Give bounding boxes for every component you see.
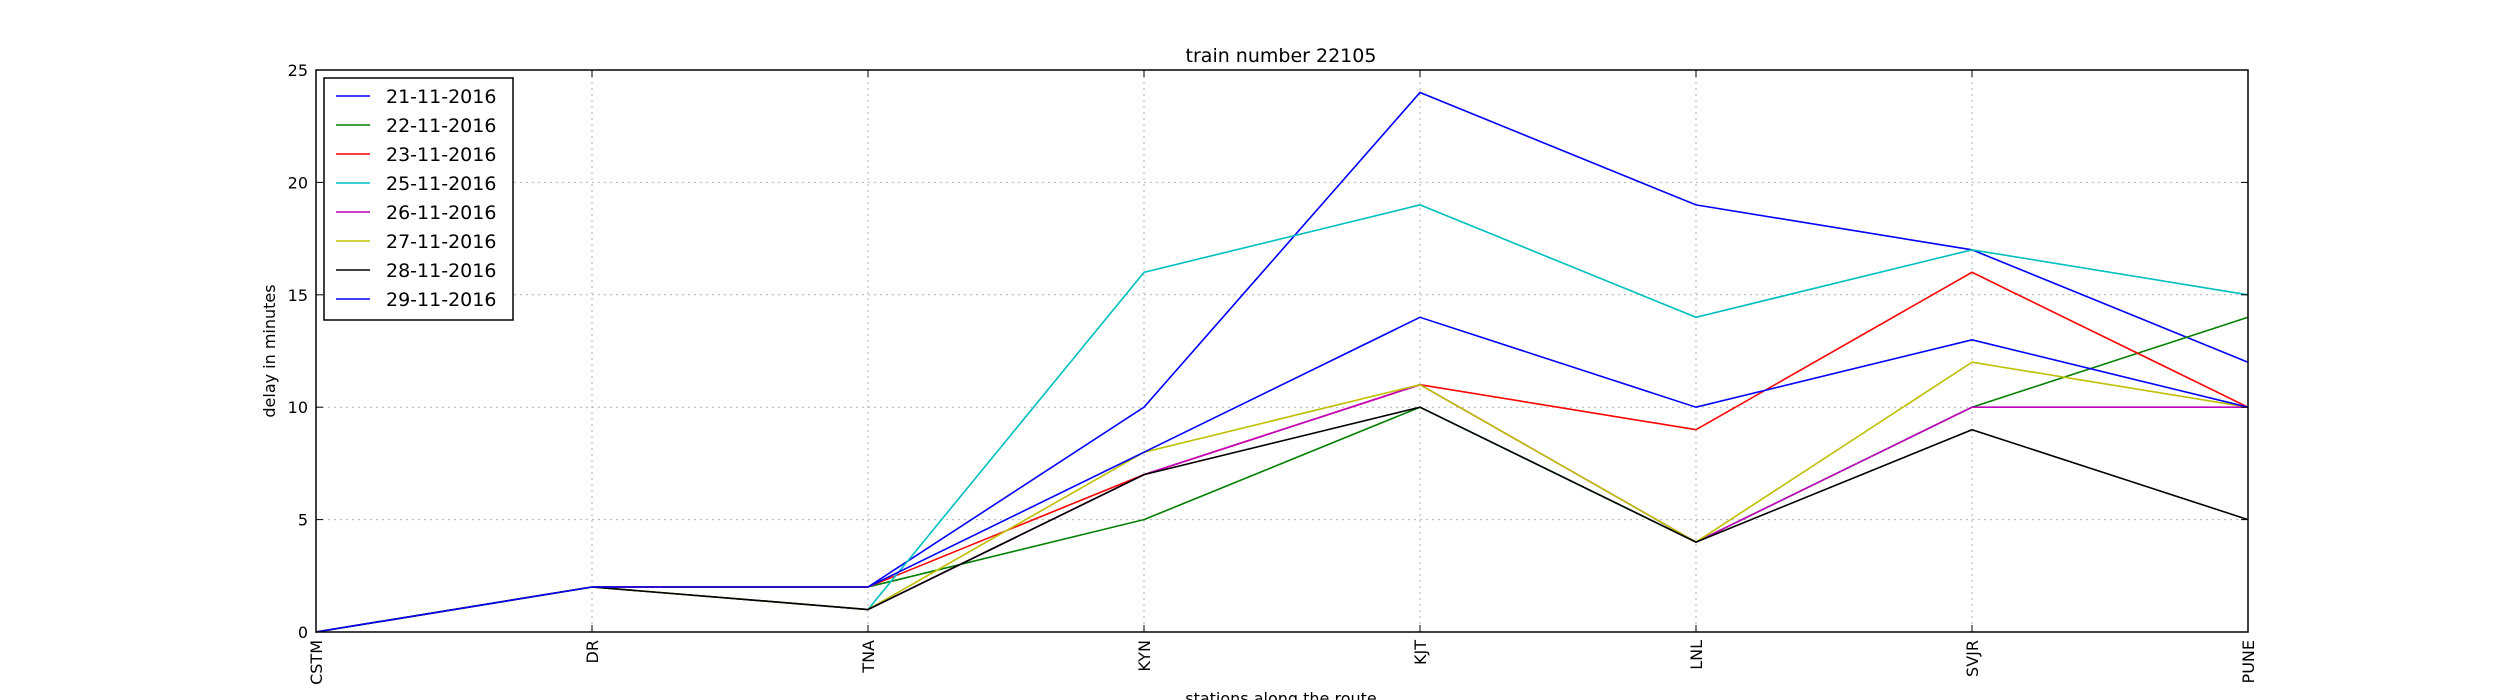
x-tick-label: CSTM (307, 640, 326, 685)
legend-label: 23-11-2016 (386, 144, 496, 166)
x-tick-label: SVJR (1963, 640, 1982, 677)
legend: 21-11-2016 22-11-2016 23-11-2016 25-11-2016… (323, 77, 514, 321)
series-line (315, 316, 2249, 633)
y-tick-label: 0 (298, 623, 308, 642)
y-tick-label: 15 (288, 286, 308, 305)
x-tick-label: TNA (859, 640, 878, 674)
x-tick-label: KYN (1135, 640, 1154, 672)
y-tick-label: 25 (288, 61, 308, 80)
plot-series (315, 91, 2249, 633)
x-tick-label: DR (583, 640, 602, 663)
axis-ticks: 0 5 10 15 20 25 CSTM DR TNA KYN KJT LNL SVJR PUNE (288, 61, 2258, 685)
series-line (315, 316, 2249, 633)
legend-label: 25-11-2016 (386, 173, 496, 195)
series-line (315, 406, 2249, 633)
legend-label: 22-11-2016 (386, 115, 496, 137)
plot-frame (315, 69, 2249, 633)
y-tick-label: 5 (298, 511, 308, 530)
x-tick-label: KJT (1411, 640, 1430, 665)
series-line (315, 383, 2248, 633)
x-tick-label: LNL (1687, 640, 1706, 670)
x-tick-label: PUNE (2239, 640, 2258, 683)
legend-label: 26-11-2016 (386, 202, 496, 224)
legend-items: 21-11-2016 22-11-2016 23-11-2016 25-11-2016… (336, 86, 496, 311)
series-line (315, 271, 2249, 633)
legend-label: 28-11-2016 (386, 260, 496, 282)
legend-label: 27-11-2016 (386, 231, 496, 253)
legend-box (323, 77, 514, 321)
legend-label: 21-11-2016 (386, 86, 496, 108)
x-axis-label: stations along the route (1185, 689, 1377, 700)
legend-label: 29-11-2016 (386, 289, 496, 311)
series-line (315, 91, 2249, 633)
y-tick-label: 20 (288, 173, 308, 192)
series-line (315, 361, 2249, 633)
y-axis-label: delay in minutes (260, 284, 279, 417)
y-tick-label: 10 (288, 398, 308, 417)
chart-title: train number 22105 (1186, 45, 1377, 67)
grid (316, 70, 2248, 632)
